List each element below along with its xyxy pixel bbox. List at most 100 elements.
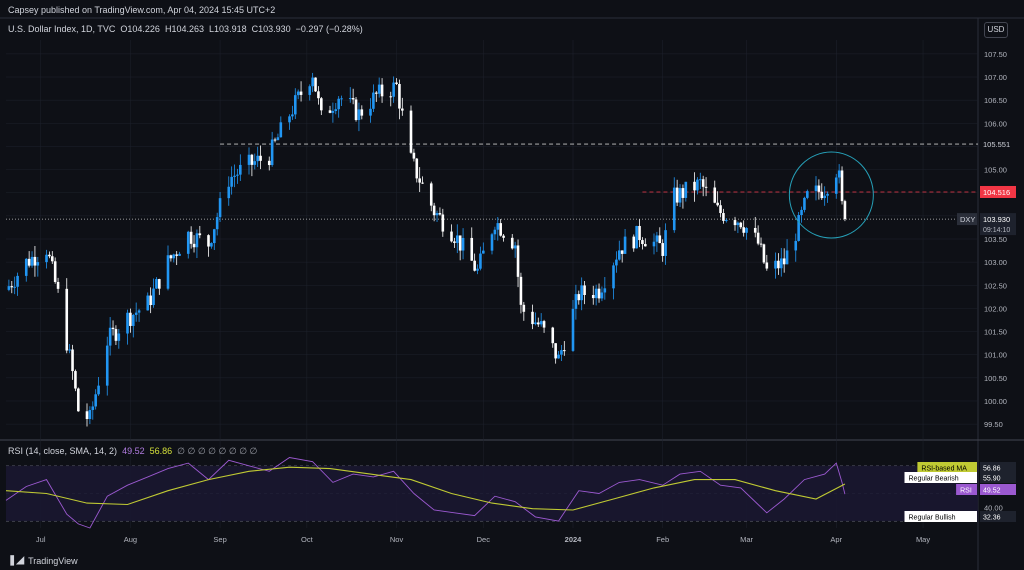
rsi-value-tag: 55.90 xyxy=(983,476,1001,483)
candle-body xyxy=(591,295,595,299)
candle-body xyxy=(510,237,514,249)
candle-body xyxy=(843,201,847,220)
rsi-value-tag: 56.86 xyxy=(983,466,1001,473)
last-price-tag: 103.930 xyxy=(983,215,1010,224)
candle-body xyxy=(756,232,760,244)
time-tick-label: Nov xyxy=(390,535,404,544)
last-price-tag-bg xyxy=(980,213,1016,236)
candle-body xyxy=(369,108,372,116)
candle-body xyxy=(800,209,803,216)
candle-body xyxy=(675,187,679,203)
candle-body xyxy=(351,98,355,100)
price-tick-label: 102.00 xyxy=(984,304,1007,313)
candle-body xyxy=(233,175,236,177)
price-tick-label: 102.50 xyxy=(984,281,1007,290)
footer-brand[interactable]: ❚◢ TradingView xyxy=(8,555,78,566)
time-tick-label: May xyxy=(916,535,930,544)
candle-body xyxy=(615,259,618,266)
candle-body xyxy=(331,111,335,113)
axes: 107.50107.00106.50106.00105.50105.00104.… xyxy=(36,50,1007,544)
price-tick-label: 105.00 xyxy=(984,166,1007,175)
candle-body xyxy=(178,253,181,256)
candle-body xyxy=(360,109,364,116)
candle-body xyxy=(10,286,14,288)
candle-body xyxy=(111,327,115,330)
candle-body xyxy=(794,240,798,251)
candle-body xyxy=(745,227,748,233)
candle-body xyxy=(77,388,80,412)
time-tick-label: Aug xyxy=(124,535,137,544)
time-tick-label: Dec xyxy=(477,535,491,544)
candle-body xyxy=(377,84,381,94)
candle-body xyxy=(308,86,312,95)
candle-body xyxy=(415,158,419,179)
publisher-text: Capsey published on TradingView.com, Apr… xyxy=(8,5,276,15)
candle-body xyxy=(259,155,262,161)
candle-body xyxy=(155,279,158,289)
candle-body xyxy=(719,205,722,214)
candle-body xyxy=(806,191,809,198)
candle-body xyxy=(542,321,546,328)
rsi-tick-label: 40.00 xyxy=(984,503,1003,512)
open-value: 104.226 xyxy=(127,24,160,34)
candle-body xyxy=(837,170,841,178)
currency-button[interactable]: USD xyxy=(984,22,1008,38)
candle-body xyxy=(207,235,210,247)
candle-body xyxy=(814,185,818,192)
rsi-label-bg xyxy=(956,484,977,495)
candle-body xyxy=(389,96,393,98)
symbol-name: U.S. Dollar Index, 1D, TVC xyxy=(8,24,116,34)
candle-body xyxy=(765,262,769,269)
price-tick-label: 107.00 xyxy=(984,73,1007,82)
candle-body xyxy=(664,230,667,256)
price-tick-label: 103.50 xyxy=(984,235,1007,244)
open-label: O xyxy=(120,24,128,34)
candle-body xyxy=(536,322,540,325)
candle-body xyxy=(158,279,161,289)
change-value: −0.297 (−0.28%) xyxy=(295,24,363,34)
candle-body xyxy=(114,329,118,341)
time-tick-label: Jul xyxy=(36,535,46,544)
candle-body xyxy=(693,181,696,191)
candle-body xyxy=(580,285,583,301)
candle-body xyxy=(409,110,413,153)
candle-body xyxy=(473,260,476,271)
candle-body xyxy=(441,214,445,232)
low-label: L xyxy=(209,24,215,34)
candle-body xyxy=(218,198,222,218)
candle-body xyxy=(638,225,641,241)
candle-body xyxy=(65,288,69,351)
candle-body xyxy=(380,84,384,97)
candle-body xyxy=(270,139,274,166)
candle-body xyxy=(33,256,37,266)
candle-body xyxy=(97,385,100,395)
time-tick-label: Feb xyxy=(656,535,669,544)
candle-body xyxy=(658,235,662,244)
candle-body xyxy=(455,235,459,243)
rsi-label-bg xyxy=(917,462,977,473)
candle-body xyxy=(117,333,121,341)
candle-body xyxy=(48,254,51,257)
candle-body xyxy=(577,294,581,301)
candle-body xyxy=(583,285,586,296)
candle-body xyxy=(288,116,291,123)
candle-body xyxy=(137,310,141,313)
candle-body xyxy=(24,258,28,276)
candle-body xyxy=(250,154,254,165)
highlight-circle xyxy=(788,151,874,239)
candle-body xyxy=(762,244,766,263)
candle-body xyxy=(50,256,54,262)
rsi-legend-value: 49.52 xyxy=(122,446,145,456)
candle-body xyxy=(236,174,239,176)
tradingview-logo-icon: ❚◢ xyxy=(8,555,25,566)
candle-body xyxy=(742,227,745,233)
rsi-value-tag-bg xyxy=(980,511,1016,522)
time-tick-label: 2024 xyxy=(565,535,583,544)
candle-body xyxy=(108,327,112,346)
price-levels xyxy=(6,143,978,220)
candle-body xyxy=(357,109,361,121)
candle-body xyxy=(195,233,199,248)
candle-body xyxy=(785,250,789,265)
candle-body xyxy=(421,182,424,184)
